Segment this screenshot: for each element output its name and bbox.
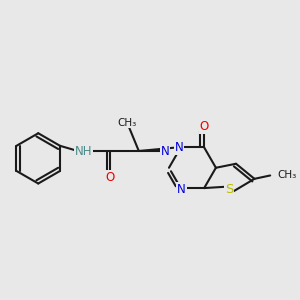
- Text: O: O: [106, 171, 115, 184]
- Text: CH₃: CH₃: [118, 118, 137, 128]
- Text: N: N: [177, 183, 186, 196]
- Text: N: N: [175, 141, 183, 154]
- Text: O: O: [200, 120, 209, 133]
- Text: N: N: [160, 145, 169, 158]
- Text: CH₃: CH₃: [277, 170, 296, 181]
- Text: S: S: [225, 183, 233, 196]
- Text: NH: NH: [75, 145, 92, 158]
